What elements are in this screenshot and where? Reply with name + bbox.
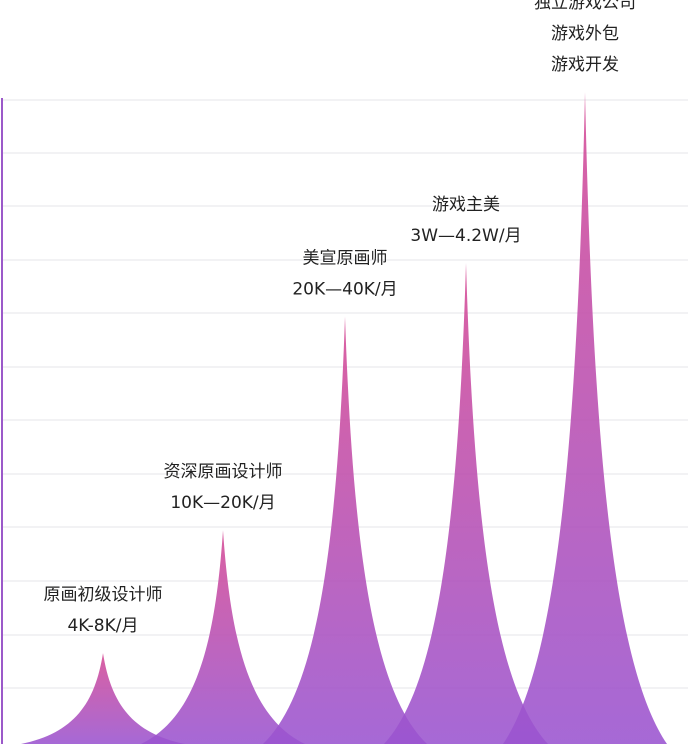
data-label: 资深原画设计师 [164, 462, 283, 482]
spike-4 [384, 263, 548, 744]
data-label: 3W—4.2W/月 [410, 226, 521, 246]
spike-2 [141, 530, 305, 744]
data-label: 游戏主美 [432, 195, 500, 215]
data-label: 游戏开发 [551, 55, 619, 75]
data-label: 20K—40K/月 [292, 279, 397, 299]
data-label: 美宣原画师 [303, 248, 388, 268]
spike-series [21, 92, 667, 744]
data-label: 游戏外包 [551, 24, 619, 44]
data-label: 10K—20K/月 [170, 493, 275, 513]
data-label: 4K-8K/月 [67, 616, 138, 636]
data-label: 独立游戏公司 [534, 0, 636, 13]
data-label: 原画初级设计师 [44, 585, 163, 605]
spike-3 [263, 316, 427, 744]
spike-1 [21, 653, 185, 744]
data-labels: 原画初级设计师 4K-8K/月 资深原画设计师 10K—20K/月 美宣原画师 20K—4… [44, 0, 637, 636]
spike-5 [503, 92, 667, 744]
